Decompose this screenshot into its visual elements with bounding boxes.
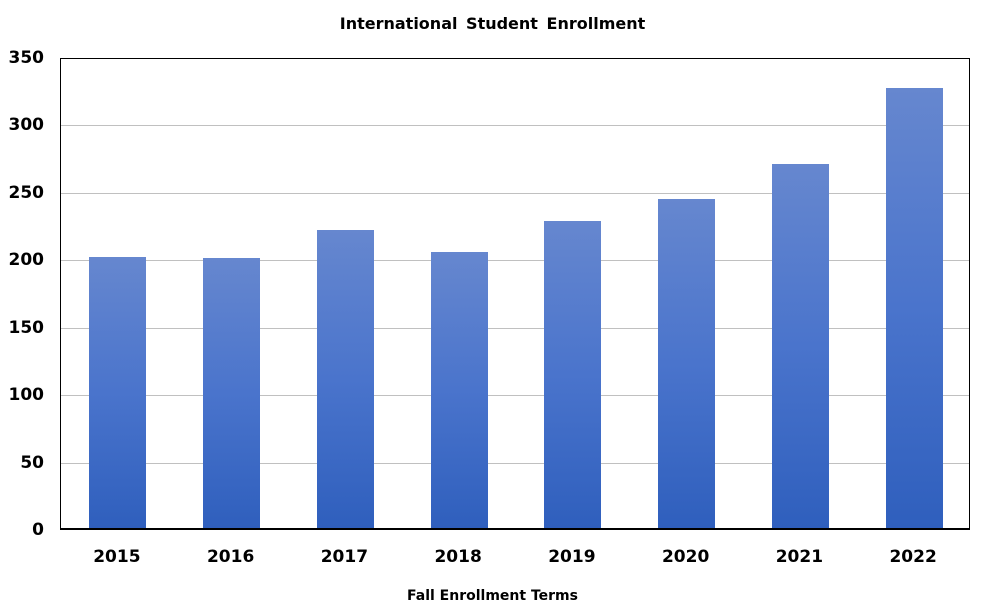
y-tick-label: 50: [20, 452, 44, 473]
plot-area: [60, 58, 970, 530]
bar-2019: [544, 220, 602, 528]
bar-2022: [885, 88, 943, 528]
x-axis-label: Fall Enrollment Terms: [407, 588, 578, 604]
bar-2015: [89, 256, 147, 528]
gridline: [61, 192, 969, 194]
x-tick-label: 2021: [775, 547, 824, 567]
x-tick-label: 2022: [889, 547, 937, 567]
bar-2021: [771, 163, 829, 528]
chart-title: International Student Enrollment: [339, 14, 646, 33]
y-tick-label: 150: [8, 317, 45, 338]
x-tick-label: 2018: [434, 547, 482, 567]
gridline: [61, 260, 969, 262]
y-tick-label: 100: [8, 385, 45, 406]
y-tick-label: 200: [8, 250, 45, 271]
bar-2016: [203, 258, 261, 528]
gridline: [61, 462, 969, 464]
gridline: [61, 395, 969, 397]
x-tick-label: 2016: [206, 547, 255, 567]
y-tick-label: 350: [8, 48, 45, 68]
bar-2020: [658, 198, 716, 528]
gridline: [61, 125, 969, 127]
x-tick-label: 2015: [93, 547, 141, 567]
y-tick-label: 0: [32, 520, 44, 540]
y-tick-label: 250: [8, 182, 45, 203]
x-tick-label: 2019: [548, 547, 596, 567]
bar-2018: [430, 251, 488, 528]
y-tick-label: 300: [8, 115, 45, 136]
bar-2017: [316, 229, 374, 528]
gridline: [61, 327, 969, 329]
x-tick-label: 2017: [320, 547, 369, 567]
x-tick-label: 2020: [661, 547, 710, 567]
